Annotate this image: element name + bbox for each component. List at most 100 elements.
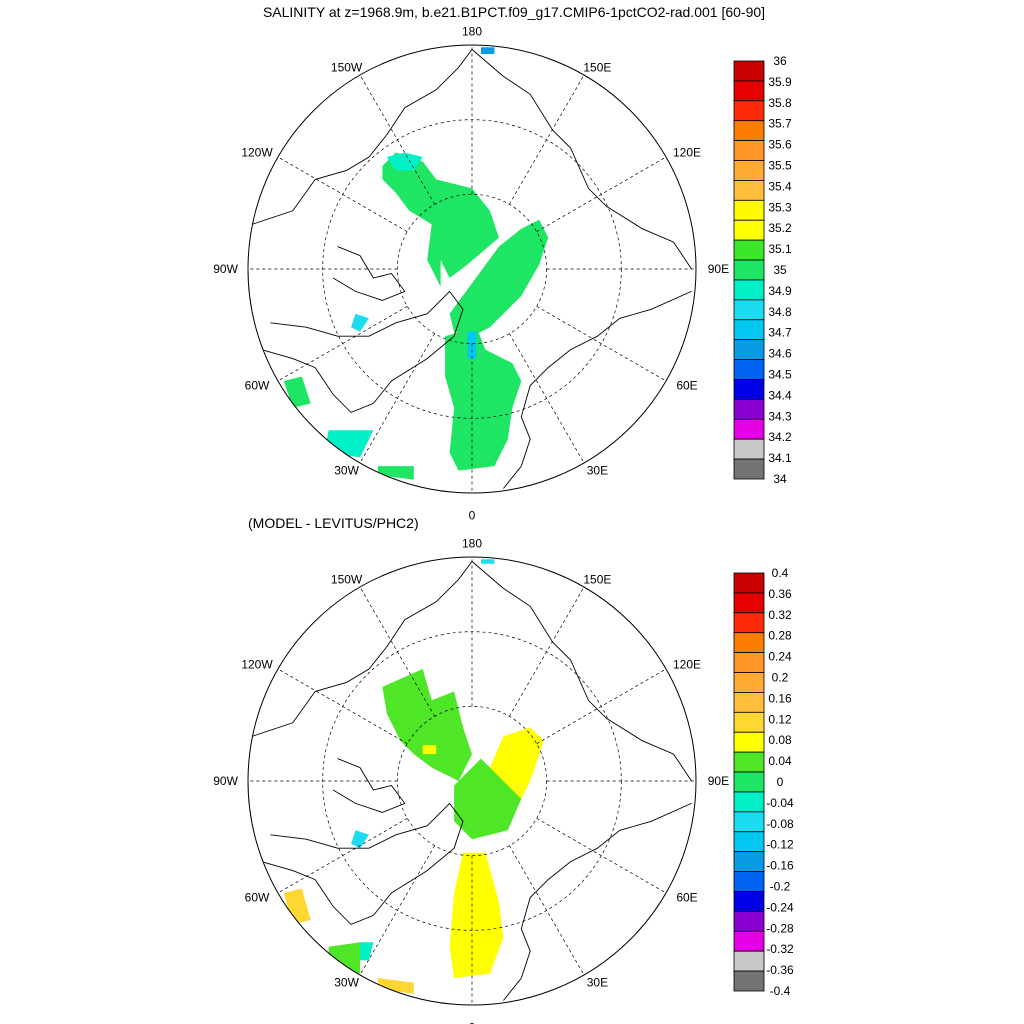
colorbar-swatch [733, 572, 765, 594]
colorbar-swatch [733, 160, 765, 181]
region-beaufort-edge [386, 152, 423, 171]
colorbar-label: 35.7 [768, 117, 792, 131]
longitude-label: 120E [673, 658, 701, 672]
region-labrador-sea [283, 888, 311, 925]
colorbar-swatch [733, 219, 765, 241]
meridian-5 [509, 845, 585, 976]
longitude-label: 60E [676, 379, 697, 393]
colorbar-label: 34.2 [768, 430, 792, 444]
colorbar-swatch [733, 180, 765, 201]
meridian-1 [509, 74, 585, 205]
coastline-2 [503, 802, 692, 1001]
colorbar-swatch [733, 140, 765, 161]
colorbar-label: 34.9 [768, 284, 792, 298]
difference-subtitle: (MODEL - LEVITUS/PHC2) [248, 515, 419, 531]
colorbar-swatch [733, 731, 765, 753]
region-labrador-sea [283, 376, 311, 408]
colorbar-label: -0.28 [766, 921, 794, 935]
colorbar-swatch [733, 652, 765, 673]
region-bering-spot [481, 47, 495, 54]
meridian-4 [536, 306, 667, 382]
colorbar-swatch [733, 771, 765, 793]
region-bering-spot [481, 559, 495, 564]
colorbar-label: 35.5 [768, 159, 792, 173]
colorbar-swatch [733, 398, 765, 420]
colorbar-swatch [733, 100, 765, 122]
colorbar-swatch [733, 592, 765, 614]
colorbar-swatch [733, 711, 765, 733]
colorbar-swatch [733, 891, 765, 912]
salinity-polar-map: 180 150E 120E 90E 60E 30E 0 30W 60W 90W 120W 150W [213, 25, 729, 523]
colorbar-label: 35.1 [768, 242, 792, 256]
colorbar-label: -0.04 [766, 796, 794, 810]
colorbar-label: 35.2 [768, 221, 792, 235]
colorbar-label: -0.2 [770, 880, 791, 894]
coastline-3 [261, 802, 464, 925]
meridian-10 [277, 668, 408, 744]
colorbar-swatch [733, 379, 765, 400]
colorbar-swatch [733, 871, 765, 892]
longitude-label: 120E [673, 146, 701, 160]
colorbar-label: 35.4 [768, 179, 792, 193]
longitude-label: 60W [245, 891, 270, 905]
region-canada-basin-yellow-island [422, 745, 437, 755]
colorbar-label: -0.16 [766, 859, 794, 873]
coastline-2 [503, 290, 692, 489]
colorbar-swatch [733, 692, 765, 713]
longitude-label: 30E [587, 464, 608, 478]
longitude-label: 120W [241, 658, 273, 672]
longitude-label: 60E [676, 891, 697, 905]
longitude-label: 150E [583, 572, 611, 586]
region-canada-basin [382, 669, 472, 781]
region-greenland-sea-yellow [449, 852, 504, 979]
colorbar-swatch [733, 438, 765, 460]
colorbar-label: 0.12 [768, 712, 792, 726]
colorbar-label: 35.6 [768, 138, 792, 152]
colorbar-label: 34 [773, 472, 787, 486]
colorbar-label: -0.24 [766, 900, 794, 914]
meridian-7 [359, 333, 435, 464]
region-eurasian-basin [449, 219, 549, 337]
colorbar-label: 34.6 [768, 347, 792, 361]
colorbar-label: 0.16 [768, 691, 792, 705]
colorbar-label: 36 [773, 54, 787, 68]
coastline-1 [471, 561, 692, 782]
region-greenland-fram-basin [445, 327, 522, 471]
colorbar-label: 34.4 [768, 388, 792, 402]
colorbar-label: 35.8 [768, 96, 792, 110]
colorbar-label: -0.36 [766, 963, 794, 977]
colorbar-label: 0.36 [768, 587, 792, 601]
longitude-label: 30W [334, 976, 359, 990]
meridian-5 [509, 333, 585, 464]
longitude-label: 0 [469, 1020, 476, 1024]
colorbar-label: 0.24 [768, 650, 792, 664]
longitude-label: 90E [708, 774, 729, 788]
colorbar-label: 35.3 [768, 200, 792, 214]
meridian-10 [277, 156, 408, 232]
coastline-4 [332, 246, 406, 301]
colorbar-swatch [733, 339, 765, 360]
colorbar-swatch [733, 672, 765, 693]
colorbar-swatch [733, 751, 765, 773]
salinity-colorbar: 36 35.9 35.8 35.7 35.6 35.5 35.4 35.3 35.2 35.1 35… [733, 54, 792, 486]
longitude-label: 150W [331, 60, 363, 74]
colorbar-swatch [733, 632, 765, 654]
longitude-label: 30W [334, 464, 359, 478]
colorbar-label: 0 [777, 775, 784, 789]
colorbar-label: 34.5 [768, 368, 792, 382]
colorbar-swatch [733, 950, 765, 972]
colorbar-swatch [733, 120, 765, 142]
colorbar-label: -0.08 [766, 817, 794, 831]
longitude-label: 150W [331, 572, 363, 586]
meridian-8 [277, 306, 408, 382]
colorbar-swatch [733, 60, 765, 82]
coastline-1 [471, 49, 692, 270]
colorbar-label: 34.8 [768, 305, 792, 319]
longitude-label: 0 [469, 508, 476, 522]
difference-polar-map: 180 150E 120E 90E 60E 30E 0 30W 60W 90W 120W 150W [213, 537, 729, 1024]
colorbar-swatch [733, 299, 765, 321]
colorbar-label: -0.32 [766, 942, 794, 956]
colorbar-label: 0.4 [772, 566, 789, 580]
colorbar-label: 34.7 [768, 326, 792, 340]
